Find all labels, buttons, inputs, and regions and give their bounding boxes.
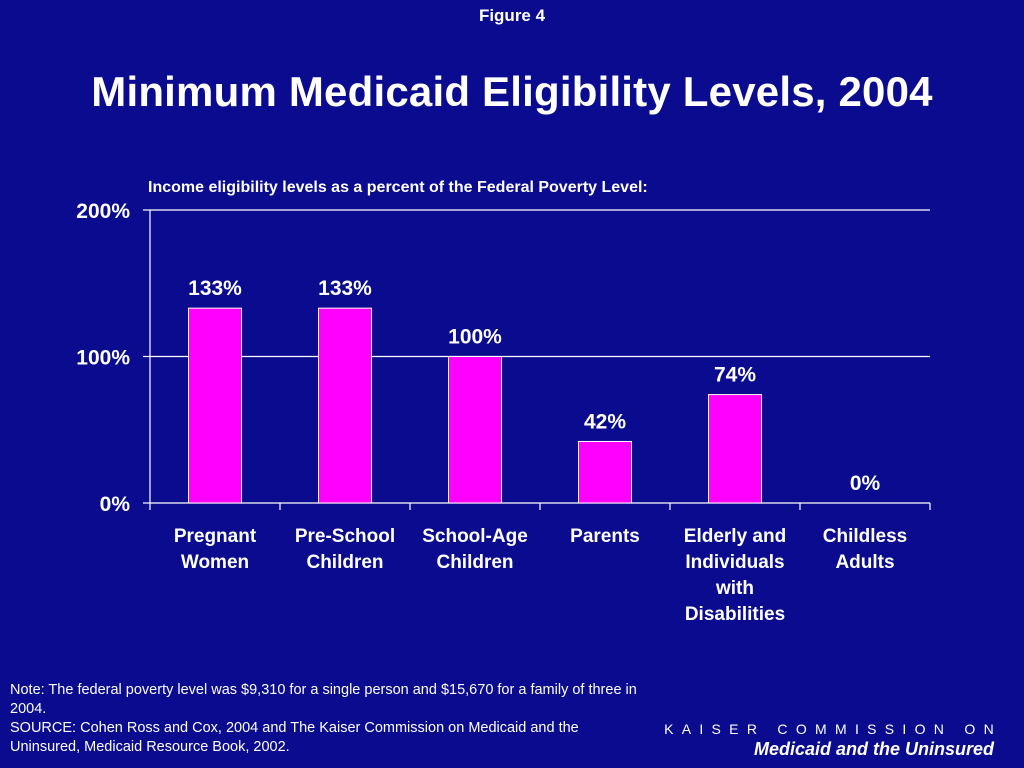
data-label: 100% xyxy=(448,326,502,349)
category-label: Disabilities xyxy=(685,604,785,625)
category-label: Parents xyxy=(570,526,640,547)
category-label: Children xyxy=(306,552,383,573)
figure-label: Figure 4 xyxy=(478,6,546,25)
bar xyxy=(708,394,762,504)
data-label: 74% xyxy=(714,364,756,387)
footnote: Note: The federal poverty level was $9,3… xyxy=(10,681,640,757)
category-label: Childless xyxy=(823,526,907,547)
category-label: Adults xyxy=(835,552,894,573)
category-label: Pregnant xyxy=(174,526,257,547)
category-label: with xyxy=(715,578,754,599)
y-tick-label: 200% xyxy=(76,200,130,223)
kaiser-logo: KAISER COMMISSION ON Medicaid and the Un… xyxy=(664,720,994,760)
category-label: School-Age xyxy=(422,526,528,547)
data-label: 0% xyxy=(850,472,881,495)
category-label: Pre-School xyxy=(295,526,395,547)
bar xyxy=(188,307,242,504)
bar xyxy=(578,440,632,504)
bar-chart: 0% 100% 200% 133% Pregnant Women 133% Pre-Schoo… xyxy=(76,200,931,625)
y-tick-label: 100% xyxy=(76,347,130,370)
note-text: Note: The federal poverty level was $9,3… xyxy=(10,682,637,717)
category-label: Elderly and xyxy=(684,526,786,547)
data-label: 133% xyxy=(188,277,242,300)
bar xyxy=(448,356,502,504)
y-tick-label: 0% xyxy=(100,493,131,516)
kaiser-logo-top: KAISER COMMISSION ON xyxy=(664,721,1002,737)
category-label: Children xyxy=(436,552,513,573)
source-text: SOURCE: Cohen Ross and Cox, 2004 and The… xyxy=(10,720,579,755)
bar xyxy=(318,307,372,504)
page-title: Minimum Medicaid Eligibility Levels, 200… xyxy=(91,68,933,115)
category-label: Women xyxy=(181,552,249,573)
category-label: Individuals xyxy=(685,552,784,573)
data-label: 133% xyxy=(318,277,372,300)
chart-subtitle: Income eligibility levels as a percent o… xyxy=(148,179,648,196)
data-label: 42% xyxy=(584,410,626,433)
kaiser-logo-bottom: Medicaid and the Uninsured xyxy=(753,739,994,759)
